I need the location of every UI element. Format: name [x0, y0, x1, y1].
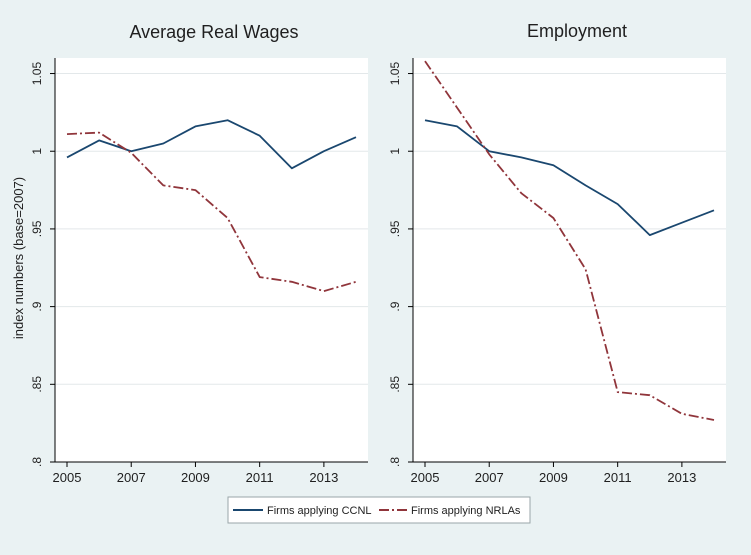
legend-label-nrlas: Firms applying NRLAs	[411, 505, 521, 517]
y-tick-label: .85	[30, 376, 44, 393]
x-tick-label: 2005	[411, 470, 440, 485]
x-tick-label: 2013	[667, 470, 696, 485]
plot-area	[413, 58, 726, 462]
x-tick-label: 2013	[309, 470, 338, 485]
x-tick-label: 2005	[53, 470, 82, 485]
y-tick-label: .9	[388, 301, 402, 311]
y-tick-label: 1.05	[30, 62, 44, 86]
x-tick-label: 2009	[539, 470, 568, 485]
panel-employment: Employment .8 .85 .9 .95 1 1.05 2005 2007 2009 201…	[388, 21, 726, 485]
x-tick-label: 2011	[604, 470, 632, 485]
x-tick-label: 2011	[246, 470, 274, 485]
x-tick-label: 2009	[181, 470, 210, 485]
y-tick-label: 1	[30, 148, 44, 155]
series-line-nrlas	[424, 60, 715, 421]
series-line-ccnl	[424, 119, 715, 237]
x-tick-label: 2007	[117, 470, 146, 485]
y-tick-label: .95	[30, 220, 44, 237]
y-axis-label: index numbers (base=2007)	[11, 177, 26, 339]
series-line-nrlas	[66, 131, 357, 293]
y-tick-label: .8	[388, 457, 402, 467]
chart-title: Employment	[527, 21, 627, 41]
plot-area	[55, 58, 368, 462]
y-tick-label: .95	[388, 220, 402, 237]
chart-title: Average Real Wages	[129, 22, 298, 42]
y-tick-label: .9	[30, 301, 44, 311]
panel-average-real-wages: Average Real Wages .8 .85 .9 .95 1 1.05 2005 200…	[30, 22, 368, 485]
series-line-ccnl	[66, 119, 357, 170]
y-tick-label: 1	[388, 148, 402, 155]
y-tick-label: .8	[30, 457, 44, 467]
y-tick-label: 1.05	[388, 62, 402, 86]
legend: Firms applying CCNL Firms applying NRLAs	[227, 496, 531, 524]
y-tick-label: .85	[388, 376, 402, 393]
legend-label-ccnl: Firms applying CCNL	[267, 505, 372, 517]
x-tick-label: 2007	[475, 470, 504, 485]
